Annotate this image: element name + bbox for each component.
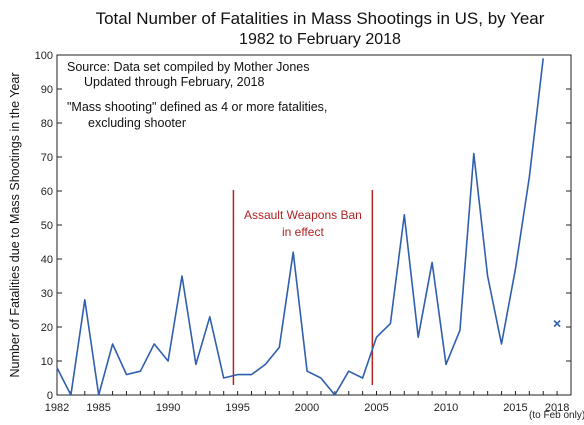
source-note: Source: Data set compiled by Mother Jone… — [67, 60, 309, 74]
y-tick-label: 100 — [35, 50, 53, 62]
ban-label-cont: in effect — [282, 225, 324, 239]
partial-marker-stroke — [553, 320, 561, 328]
x-tick-label: 2000 — [295, 402, 319, 414]
x-axis-ticks: 1982 1985 1990 1995 2000 2005 2010 2015 2018 — [45, 391, 572, 414]
y-tick-label: 80 — [41, 118, 53, 130]
definition-note: "Mass shooting" defined as 4 or more fat… — [67, 100, 327, 114]
y-tick-label: 20 — [41, 322, 53, 334]
ban-label: Assault Weapons Ban — [244, 208, 362, 222]
y-tick-label: 10 — [41, 356, 53, 368]
y-tick-label: 30 — [41, 288, 53, 300]
x-tick-note: (to Feb only) — [529, 410, 584, 421]
y-tick-label: 0 — [47, 390, 53, 402]
y-tick-label: 60 — [41, 186, 53, 198]
x-tick-label: 1982 — [45, 402, 69, 414]
x-tick-label: 2015 — [503, 402, 527, 414]
x-tick-label: 2005 — [364, 402, 388, 414]
x-tick-label: 2010 — [434, 402, 458, 414]
y-axis-ticks: 0 10 20 30 40 50 60 70 80 90 100 — [35, 50, 571, 402]
partial-2018-marker — [553, 320, 561, 328]
x-tick-label: 1985 — [86, 402, 110, 414]
y-axis-label: Number of Fatalities due to Mass Shootin… — [8, 72, 22, 377]
y-tick-label: 70 — [41, 152, 53, 164]
fatalities-series-line — [56, 58, 544, 396]
x-tick-label: 1995 — [225, 402, 249, 414]
y-tick-label: 40 — [41, 254, 53, 266]
chart-subtitle: 1982 to February 2018 — [239, 31, 401, 48]
y-tick-label: 50 — [41, 220, 53, 232]
y-tick-label: 90 — [41, 84, 53, 96]
chart-title: Total Number of Fatalities in Mass Shoot… — [96, 9, 545, 28]
definition-note-cont: excluding shooter — [88, 116, 186, 130]
x-tick-label: 2018 — [545, 402, 569, 414]
x-tick-label: 1990 — [156, 402, 180, 414]
updated-note: Updated through February, 2018 — [84, 75, 264, 89]
